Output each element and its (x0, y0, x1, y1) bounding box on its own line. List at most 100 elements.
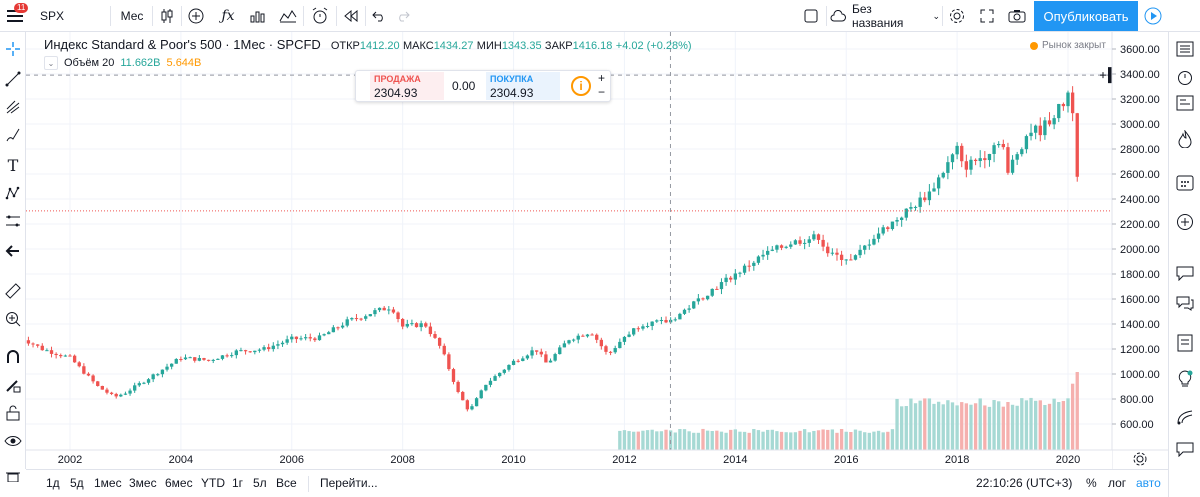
candle-body (511, 360, 516, 365)
lock-all-tool[interactable] (0, 400, 26, 426)
candle-body (1015, 154, 1019, 160)
quantity-plus-button[interactable]: + (598, 71, 606, 85)
range-1m[interactable]: 1мес (94, 476, 122, 490)
range-1d[interactable]: 1д (46, 476, 60, 490)
snapshot-button[interactable] (1005, 0, 1029, 32)
candle-body (100, 385, 105, 390)
candle-body (1052, 118, 1056, 125)
chart-type-button[interactable] (155, 0, 179, 32)
candle-body (766, 250, 770, 255)
volume-bar (1001, 406, 1005, 450)
templates-button[interactable] (276, 0, 300, 32)
range-6m[interactable]: 6мес (165, 476, 193, 490)
calendar-button[interactable] (1172, 169, 1198, 195)
publish-button[interactable]: Опубликовать (1034, 1, 1138, 31)
price-tick-label: 2800.00 (1120, 144, 1160, 156)
percent-toggle[interactable]: % (1086, 476, 1097, 490)
watchlist-button[interactable] (1172, 36, 1198, 62)
volume-bar (923, 398, 927, 450)
auto-toggle[interactable]: авто (1136, 476, 1161, 490)
hide-tool[interactable] (0, 428, 26, 454)
candle-body (678, 313, 682, 320)
delete-tool[interactable] (0, 464, 26, 490)
price-axis-bg (1112, 32, 1168, 469)
volume-bar (886, 431, 890, 450)
fib-tool[interactable] (0, 94, 26, 120)
publish-menu-button[interactable] (1140, 1, 1166, 31)
time-axis[interactable]: 2002 2004 2006 2008 2010 2012 2014 2016 2018 2020 (26, 449, 1168, 469)
financials-button[interactable] (246, 0, 270, 32)
trend-line-tool[interactable] (0, 66, 26, 92)
quantity-minus-button[interactable]: − (598, 85, 606, 99)
help-button[interactable] (1172, 436, 1198, 462)
crosshair-tool[interactable] (0, 36, 26, 62)
time-tick-label: 2012 (612, 454, 636, 466)
prediction-tool[interactable] (0, 208, 26, 234)
sell-value: 2304.93 (374, 86, 418, 100)
collapse-legend-button[interactable]: ⌄ (44, 56, 58, 70)
info-icon[interactable]: i (571, 76, 591, 96)
zoom-tool[interactable] (0, 306, 26, 332)
ideas-button[interactable] (1172, 209, 1198, 235)
brush-tool[interactable] (0, 122, 26, 148)
select-toggle[interactable] (800, 0, 822, 32)
range-5d[interactable]: 5д (70, 476, 84, 490)
candle-body (844, 259, 848, 261)
fullscreen-button[interactable] (975, 0, 999, 32)
pattern-tool[interactable] (0, 180, 26, 206)
data-window-button[interactable] (1172, 90, 1198, 116)
range-ytd[interactable]: YTD (201, 476, 225, 490)
log-toggle[interactable]: лог (1108, 476, 1127, 490)
candle-body (733, 273, 737, 280)
range-3m[interactable]: 3мес (129, 476, 157, 490)
candle-body (72, 355, 77, 363)
clock-timezone[interactable]: 22:10:26 (UTC+3) (976, 476, 1073, 490)
range-all[interactable]: Все (276, 476, 297, 490)
hotlist-button[interactable] (1172, 126, 1198, 152)
volume-bar (909, 398, 913, 450)
streams-button[interactable] (1172, 290, 1198, 316)
bar-chart-icon (250, 11, 265, 23)
chat-button[interactable] (1172, 260, 1198, 286)
volume-bar (789, 432, 793, 450)
replay-button[interactable] (339, 0, 363, 32)
redo-button[interactable] (392, 0, 414, 32)
candle-body (1029, 132, 1033, 137)
layout-name: Без названия (851, 2, 904, 30)
symbol-search[interactable]: SPX (40, 0, 100, 32)
range-5y[interactable]: 5л (253, 476, 267, 490)
volume-bar (673, 432, 677, 450)
range-1y[interactable]: 1г (232, 476, 244, 490)
alert-button[interactable] (306, 0, 334, 32)
candle-body (936, 177, 941, 189)
signals-button[interactable] (1172, 404, 1198, 430)
notes-button[interactable] (1172, 330, 1198, 356)
undo-button[interactable] (368, 0, 390, 32)
volume-bar (816, 430, 821, 450)
sell-button[interactable]: ПРОДАЖА 2304.93 (370, 72, 444, 100)
volume-bar (627, 431, 631, 450)
back-arrow-tool[interactable] (0, 238, 26, 264)
tips-button[interactable] (1172, 366, 1198, 392)
interval-button[interactable]: Мес (114, 0, 150, 32)
compare-button[interactable] (184, 0, 208, 32)
buy-button[interactable]: ПОКУПКА 2304.93 (486, 72, 560, 100)
volume-ma-value: 5.644B (166, 57, 202, 69)
settings-button[interactable] (945, 0, 969, 32)
candle-body (997, 143, 1001, 146)
layout-menu[interactable]: Без названия ⌄ (830, 0, 940, 32)
price-chart[interactable]: 3390.992304.939d 1h01 Ноя '12 3600.00340… (26, 32, 1168, 469)
alerts-panel-button[interactable] (1172, 64, 1198, 90)
text-tool[interactable]: T (0, 152, 26, 178)
magnet-tool[interactable] (0, 344, 26, 370)
indicators-button[interactable]: ƒx (216, 0, 240, 32)
candle-body (724, 277, 728, 283)
ruler-tool[interactable] (0, 278, 26, 304)
market-status[interactable]: Рынок закрыт (1030, 40, 1106, 51)
goto-date-button[interactable]: Перейти... (320, 476, 378, 490)
interval-label: Мес (120, 9, 144, 23)
candle-body (645, 325, 650, 327)
lock-drawing-tool[interactable] (0, 372, 26, 398)
price-axis[interactable]: 3600.00 3400.00 3200.00 3000.00 2800.00 2600.… (1111, 32, 1168, 469)
candle-body (747, 265, 751, 267)
